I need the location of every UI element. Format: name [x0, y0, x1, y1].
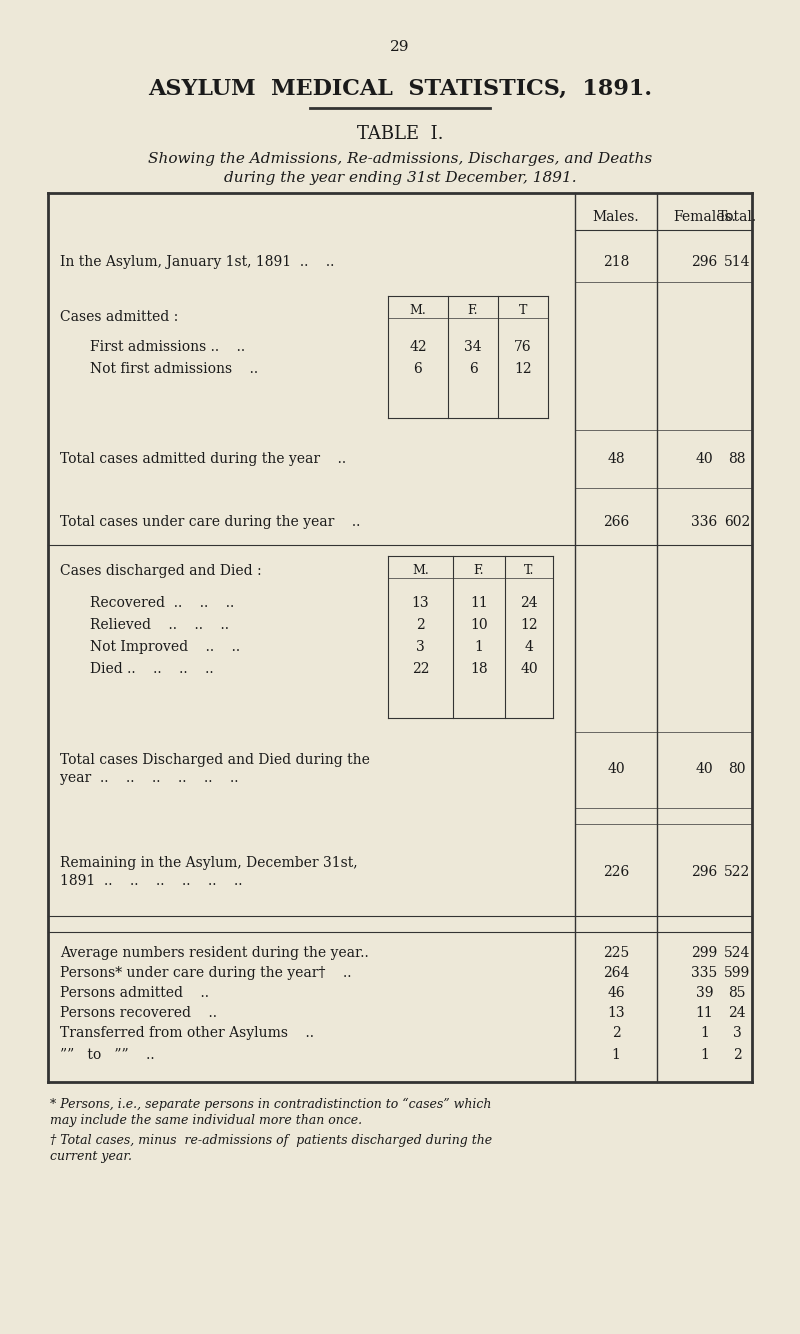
Text: 218: 218 — [603, 255, 629, 269]
Text: 524: 524 — [724, 946, 750, 960]
Text: M.: M. — [412, 564, 429, 578]
Text: Total cases under care during the year    ..: Total cases under care during the year .… — [60, 515, 360, 530]
Text: F.: F. — [468, 304, 478, 317]
Text: Recovered  ..    ..    ..: Recovered .. .. .. — [90, 596, 234, 610]
Text: 18: 18 — [470, 662, 488, 676]
Text: 335: 335 — [691, 966, 718, 980]
Text: may include the same individual more than once.: may include the same individual more tha… — [50, 1114, 362, 1127]
Text: Relieved    ..    ..    ..: Relieved .. .. .. — [90, 618, 229, 632]
Text: Cases discharged and Died :: Cases discharged and Died : — [60, 564, 262, 578]
Text: 46: 46 — [607, 986, 625, 1000]
Text: Cases admitted :: Cases admitted : — [60, 309, 178, 324]
Text: 2: 2 — [612, 1026, 620, 1041]
Text: 266: 266 — [603, 515, 629, 530]
Text: 76: 76 — [514, 340, 532, 354]
Text: 514: 514 — [724, 255, 750, 269]
Text: 1: 1 — [700, 1049, 709, 1062]
Text: during the year ending 31st December, 1891.: during the year ending 31st December, 18… — [224, 171, 576, 185]
Text: M.: M. — [410, 304, 426, 317]
Text: 12: 12 — [520, 618, 538, 632]
Text: Showing the Admissions, Re-admissions, Discharges, and Deaths: Showing the Admissions, Re-admissions, D… — [148, 152, 652, 165]
Text: 24: 24 — [520, 596, 538, 610]
Text: 13: 13 — [607, 1006, 625, 1021]
Text: Total cases Discharged and Died during the: Total cases Discharged and Died during t… — [60, 752, 370, 767]
Text: * Persons, i.e., separate persons in contradistinction to “cases” which: * Persons, i.e., separate persons in con… — [50, 1098, 491, 1111]
Text: Transferred from other Asylums    ..: Transferred from other Asylums .. — [60, 1026, 314, 1041]
Text: 40: 40 — [520, 662, 538, 676]
Text: 599: 599 — [724, 966, 750, 980]
Text: 3: 3 — [416, 640, 425, 654]
Text: First admissions ..    ..: First admissions .. .. — [90, 340, 245, 354]
Text: 1: 1 — [611, 1049, 621, 1062]
Text: Persons admitted    ..: Persons admitted .. — [60, 986, 209, 1000]
Text: 40: 40 — [696, 452, 714, 466]
Text: 1891  ..    ..    ..    ..    ..    ..: 1891 .. .. .. .. .. .. — [60, 874, 242, 888]
Text: 80: 80 — [728, 762, 746, 776]
Text: 13: 13 — [412, 596, 430, 610]
Text: 29: 29 — [390, 40, 410, 53]
Text: 11: 11 — [696, 1006, 714, 1021]
Text: 602: 602 — [724, 515, 750, 530]
Text: 225: 225 — [603, 946, 629, 960]
Text: current year.: current year. — [50, 1150, 132, 1163]
Text: 85: 85 — [728, 986, 746, 1000]
Text: 2: 2 — [416, 618, 425, 632]
Text: 299: 299 — [691, 946, 718, 960]
Text: ASYLUM  MEDICAL  STATISTICS,  1891.: ASYLUM MEDICAL STATISTICS, 1891. — [148, 77, 652, 100]
Text: † Total cases, minus  re-admissions of  patients discharged during the: † Total cases, minus re-admissions of pa… — [50, 1134, 492, 1147]
Text: Males.: Males. — [593, 209, 639, 224]
Text: 264: 264 — [603, 966, 629, 980]
Text: 12: 12 — [514, 362, 532, 376]
Text: 34: 34 — [464, 340, 482, 354]
Text: Not first admissions    ..: Not first admissions .. — [90, 362, 258, 376]
Text: 226: 226 — [603, 864, 629, 879]
Text: Persons* under care during the year†    ..: Persons* under care during the year† .. — [60, 966, 351, 980]
Text: 6: 6 — [469, 362, 478, 376]
Text: 11: 11 — [470, 596, 488, 610]
Text: ””   to   ””    ..: ”” to ”” .. — [60, 1049, 154, 1062]
Text: 296: 296 — [691, 255, 718, 269]
Text: Not Improved    ..    ..: Not Improved .. .. — [90, 640, 240, 654]
Text: Died ..    ..    ..    ..: Died .. .. .. .. — [90, 662, 214, 676]
Text: T: T — [519, 304, 527, 317]
Text: T.: T. — [524, 564, 534, 578]
Text: 22: 22 — [412, 662, 430, 676]
Text: 336: 336 — [691, 515, 718, 530]
Text: 1: 1 — [700, 1026, 709, 1041]
Text: 4: 4 — [525, 640, 534, 654]
Text: Females.: Females. — [673, 209, 736, 224]
Text: 3: 3 — [733, 1026, 742, 1041]
Text: 40: 40 — [696, 762, 714, 776]
Text: 522: 522 — [724, 864, 750, 879]
Text: Total cases admitted during the year    ..: Total cases admitted during the year .. — [60, 452, 346, 466]
Text: Total.: Total. — [718, 209, 757, 224]
Text: 24: 24 — [728, 1006, 746, 1021]
Text: 88: 88 — [728, 452, 746, 466]
Text: year  ..    ..    ..    ..    ..    ..: year .. .. .. .. .. .. — [60, 771, 238, 784]
Text: 10: 10 — [470, 618, 488, 632]
Text: 2: 2 — [733, 1049, 742, 1062]
Text: 296: 296 — [691, 864, 718, 879]
Text: Remaining in the Asylum, December 31st,: Remaining in the Asylum, December 31st, — [60, 856, 358, 870]
Text: Persons recovered    ..: Persons recovered .. — [60, 1006, 217, 1021]
Text: In the Asylum, January 1st, 1891  ..    ..: In the Asylum, January 1st, 1891 .. .. — [60, 255, 334, 269]
Text: 1: 1 — [474, 640, 483, 654]
Text: 39: 39 — [696, 986, 714, 1000]
Text: TABLE  I.: TABLE I. — [357, 125, 443, 143]
Text: 40: 40 — [607, 762, 625, 776]
Text: Average numbers resident during the year..: Average numbers resident during the year… — [60, 946, 369, 960]
Text: 42: 42 — [409, 340, 427, 354]
Text: F.: F. — [474, 564, 484, 578]
Text: 48: 48 — [607, 452, 625, 466]
Text: 6: 6 — [414, 362, 422, 376]
